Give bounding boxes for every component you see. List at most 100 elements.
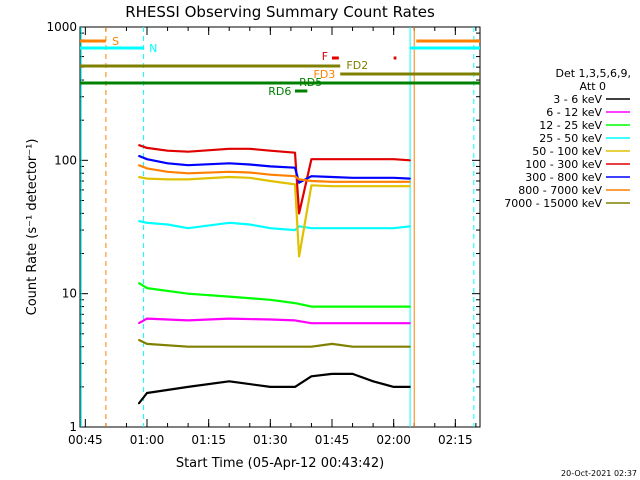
- series-layer: [137, 144, 411, 405]
- series-100-300-kev-point: [146, 147, 148, 149]
- legend-entry-label: 3 - 6 keV: [553, 93, 602, 106]
- series-100-300-kev-point: [372, 158, 374, 160]
- series-100-300-kev-point: [269, 149, 272, 152]
- series-3-6-kev-point: [372, 380, 374, 383]
- series-300-800-kev-point: [294, 166, 296, 169]
- series-25-50-kev-point: [269, 227, 272, 229]
- series-800-7000-kev-point: [137, 164, 140, 166]
- series-12-25-kev-point: [137, 282, 140, 284]
- series-100-300-kev-point: [248, 148, 251, 150]
- series-800-7000-kev-point: [409, 181, 411, 183]
- series-100-300-kev-point: [392, 158, 395, 160]
- series-100-300-kev-point: [298, 212, 300, 215]
- x-tick-label: 00:45: [68, 433, 103, 447]
- series-100-300-kev-point: [228, 148, 231, 150]
- series-7000-15000-kev: [138, 338, 411, 348]
- series-12-25-kev-point: [392, 305, 395, 308]
- series-7000-15000-kev-point: [137, 339, 140, 341]
- series-300-800-kev-point: [269, 165, 272, 168]
- series-6-12-kev-point: [187, 319, 189, 322]
- series-300-800-kev-point: [392, 176, 395, 179]
- series-7000-15000-kev-point: [146, 343, 148, 345]
- axis-ticks: 00:45 01:00 01:15 01:30 01:45 02:00 02:15 1 10 10…: [46, 20, 480, 447]
- series-3-6-kev-point: [351, 373, 354, 375]
- chart-title: RHESSI Observing Summary Count Rates: [125, 3, 435, 21]
- saa-label: S: [112, 35, 119, 48]
- legend-entry-label: 300 - 800 keV: [525, 171, 602, 184]
- series-300-800-kev-point: [137, 155, 140, 157]
- series-6-12-kev: [138, 317, 411, 325]
- series-50-100-kev-point: [166, 178, 169, 181]
- fd2-label: FD2: [346, 59, 368, 72]
- series-100-300-kev-point: [294, 151, 296, 154]
- series-100-300-kev-point: [331, 158, 333, 160]
- series-3-6-kev-point: [269, 386, 272, 388]
- series-12-25-kev: [138, 282, 411, 308]
- series-50-100-kev-point: [331, 185, 333, 187]
- x-tick-label: 01:00: [130, 433, 165, 447]
- series-12-25-kev-point: [269, 298, 272, 301]
- series-800-7000-kev-point: [166, 171, 169, 173]
- series-800-7000-kev-point: [331, 181, 333, 183]
- series-100-300-kev-point: [351, 158, 354, 160]
- series-25-50-kev-point: [331, 227, 333, 229]
- series-800-7000-kev-point: [269, 173, 272, 176]
- x-tick-label: 02:00: [376, 433, 411, 447]
- night-label: N: [149, 42, 157, 55]
- series-3-6-kev-point: [331, 373, 333, 375]
- series-300-800-kev-point: [331, 176, 333, 178]
- series-6-12-kev-point: [294, 319, 296, 322]
- series-300-800-kev-point: [187, 164, 189, 166]
- series-100-300-kev-point: [187, 150, 189, 153]
- series-6-12-kev-point: [372, 322, 374, 325]
- series-800-7000-kev-point: [351, 181, 354, 183]
- series-800-7000-kev-point: [146, 167, 148, 170]
- series-25-50-kev-point: [409, 225, 411, 228]
- series-50-100-kev-point: [392, 185, 395, 187]
- series-50-100-kev-point: [228, 176, 231, 178]
- series-300-800-kev-point: [372, 176, 374, 179]
- legend-entry-label: 6 - 12 keV: [546, 106, 602, 119]
- legend-header-attenuator: Att 0: [580, 80, 606, 93]
- series-25-50-kev-point: [137, 220, 140, 222]
- series-300-800-kev-point: [310, 175, 313, 178]
- series-300-800-kev-point: [409, 177, 411, 180]
- series-50-100-kev-point: [409, 185, 411, 187]
- series-7000-15000-kev-point: [409, 345, 411, 348]
- series-25-50-kev-point: [248, 223, 251, 226]
- series-25-50-kev-point: [146, 222, 148, 224]
- series-7000-15000-kev-point: [331, 343, 333, 345]
- series-3-6-kev-point: [294, 386, 296, 388]
- x-axis-label: Start Time (05-Apr-12 00:43:42): [176, 456, 384, 471]
- series-800-7000-kev-point: [310, 180, 313, 182]
- series-3-6-kev-point: [228, 380, 231, 383]
- y-tick-label: 10: [62, 287, 77, 301]
- x-tick-label: 02:15: [438, 433, 473, 447]
- series-100-300-kev-point: [310, 158, 313, 160]
- series-12-25-kev-point: [351, 305, 354, 308]
- series-50-100-kev-point: [372, 185, 374, 187]
- legend-entry-label: 800 - 7000 keV: [518, 184, 602, 197]
- timestamp: 20-Oct-2021 02:37: [561, 469, 637, 478]
- series-3-6-kev-point: [187, 386, 189, 388]
- series-50-100-kev-point: [351, 185, 354, 187]
- series-7000-15000-kev-point: [351, 345, 354, 348]
- series-100-300-kev-point: [166, 149, 169, 152]
- series-100-300-kev-point: [409, 159, 411, 162]
- legend-entry-label: 100 - 300 keV: [525, 158, 602, 171]
- series-12-25-kev-point: [409, 305, 411, 308]
- x-tick-label: 01:15: [191, 433, 226, 447]
- series-6-12-kev-point: [269, 318, 272, 321]
- series-6-12-kev-point: [331, 322, 333, 325]
- series-800-7000-kev-point: [392, 181, 395, 183]
- series-300-800-kev-point: [146, 158, 148, 160]
- flare-label: F: [322, 50, 328, 63]
- series-6-12-kev-point: [146, 317, 148, 320]
- series-3-6-kev-point: [137, 402, 140, 405]
- series-7000-15000-kev-point: [392, 345, 395, 348]
- series-25-50-kev-point: [187, 227, 189, 229]
- series-25-50-kev: [138, 220, 411, 232]
